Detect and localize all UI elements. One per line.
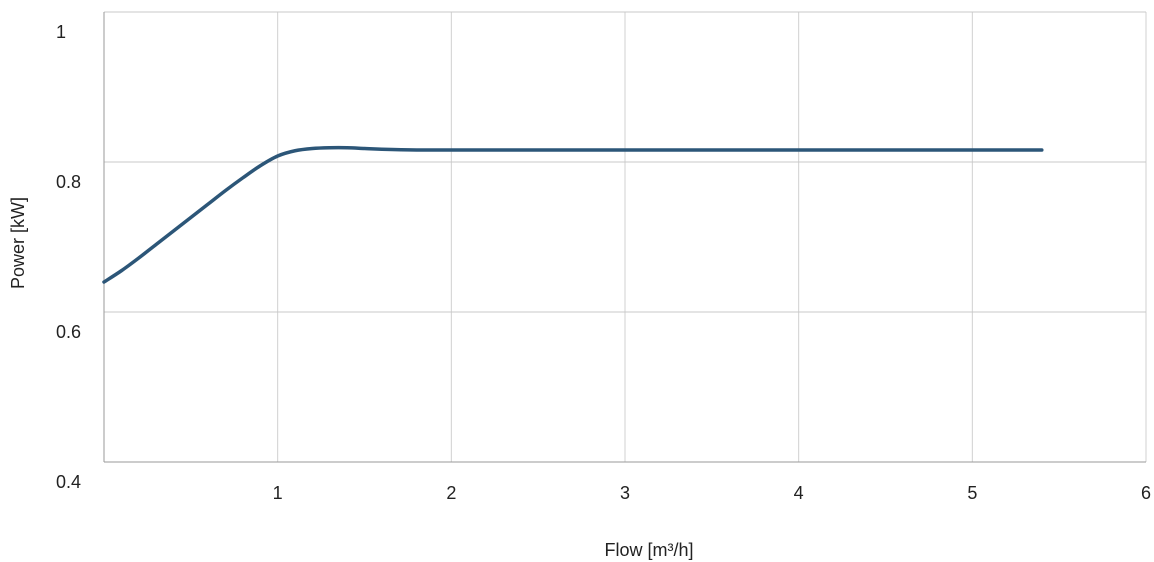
x-tick-label: 6 [1141, 483, 1151, 503]
y-tick-label: 1 [56, 22, 66, 42]
y-tick-label: 0.8 [56, 172, 81, 192]
x-tick-label: 5 [967, 483, 977, 503]
series-layer [102, 145, 1044, 284]
x-tick-label: 4 [794, 483, 804, 503]
x-axis-title: Flow [m³/h] [604, 540, 693, 560]
y-tick-label: 0.6 [56, 322, 81, 342]
x-tick-label: 3 [620, 483, 630, 503]
axes [103, 12, 1146, 463]
y-axis-title: Power [kW] [8, 197, 28, 289]
power-curve-line [102, 145, 1044, 284]
x-tick-label: 1 [273, 483, 283, 503]
grid [104, 11, 1147, 462]
tick-labels: 1 2 3 4 5 6 0.4 0.6 0.8 1 [56, 22, 1151, 503]
y-tick-label: 0.4 [56, 472, 81, 492]
x-tick-label: 2 [446, 483, 456, 503]
